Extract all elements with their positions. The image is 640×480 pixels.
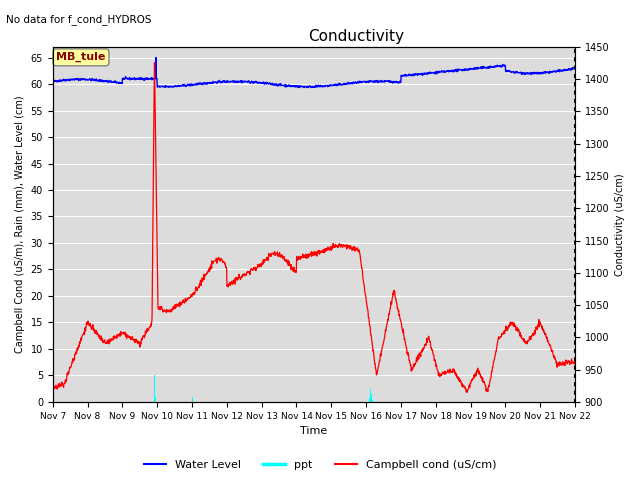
Bar: [154, 386, 155, 402]
Y-axis label: Campbell Cond (uS/m), Rain (mm), Water Level (cm): Campbell Cond (uS/m), Rain (mm), Water L…: [15, 96, 25, 353]
Bar: [370, 394, 371, 402]
Bar: [370, 389, 371, 402]
Title: Conductivity: Conductivity: [308, 29, 404, 44]
Bar: [192, 396, 193, 402]
Bar: [371, 394, 372, 402]
Bar: [369, 401, 370, 402]
Bar: [154, 375, 155, 402]
Bar: [192, 399, 193, 402]
Text: MB_tule: MB_tule: [56, 52, 106, 62]
Legend: Water Level, ppt, Campbell cond (uS/cm): Water Level, ppt, Campbell cond (uS/cm): [140, 456, 500, 474]
Bar: [372, 401, 373, 402]
Bar: [372, 401, 373, 402]
Y-axis label: Conductivity (uS/cm): Conductivity (uS/cm): [615, 173, 625, 276]
Text: No data for f_cond_HYDROS: No data for f_cond_HYDROS: [6, 14, 152, 25]
Bar: [369, 398, 370, 402]
X-axis label: Time: Time: [300, 426, 328, 436]
Bar: [155, 396, 156, 402]
Bar: [371, 396, 372, 402]
